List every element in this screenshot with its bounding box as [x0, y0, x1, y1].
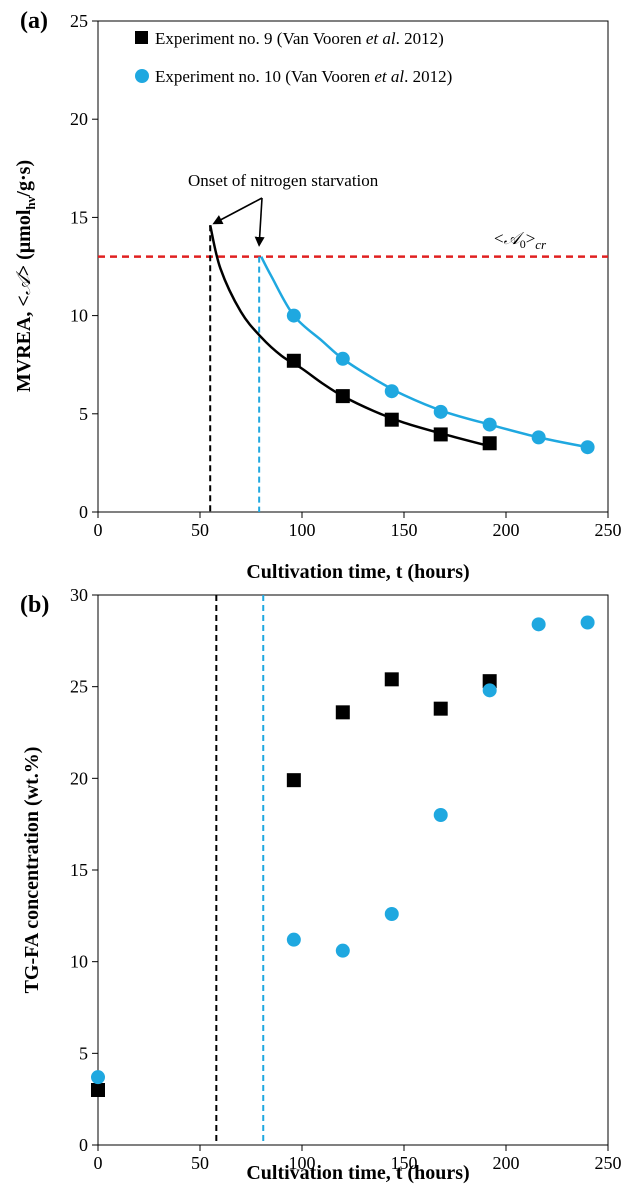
panel-a-data-point-circle: [482, 417, 497, 432]
nitrogen-starvation-annotation: Onset of nitrogen starvation: [188, 171, 379, 190]
panel-a-x-tick-label: 100: [289, 520, 316, 540]
panel-b-x-tick-label: 50: [191, 1153, 209, 1173]
panel-b-plot-frame: [97, 594, 609, 1146]
panel-b-data-point-square: [433, 701, 448, 716]
panel-a-fit-curve-1: [260, 256, 588, 449]
panel-a-y-tick-label: 25: [70, 11, 88, 31]
panel-a-plot-frame: [97, 20, 609, 513]
annotation-arrow: [212, 197, 263, 225]
panel-b-chart: (b) TG-FA concentration (wt.%) Cultivati…: [20, 585, 622, 1184]
panel-a-label: (a): [20, 8, 48, 34]
panel-b-x-tick-label: 200: [493, 1153, 520, 1173]
panel-b-data-point-circle: [286, 932, 301, 947]
panel-b-y-tick-label: 20: [70, 768, 88, 788]
panel-a-x-tick-label: 200: [493, 520, 520, 540]
panel-b-data-point-circle: [335, 943, 350, 958]
panel-a-data-point-circle: [433, 404, 448, 419]
panel-a-data-point-circle: [580, 440, 595, 455]
panel-b-y-tick-label: 25: [70, 677, 88, 697]
panel-b-x-axis-title: Cultivation time, t (hours): [246, 1162, 469, 1184]
panel-a-data-point-circle: [384, 384, 399, 399]
panel-b-y-tick-label: 5: [79, 1043, 88, 1063]
panel-b-data-point-square: [335, 705, 350, 720]
panel-a-data-point-circle: [335, 351, 350, 366]
panel-a-data-point-square: [482, 436, 497, 451]
panel-a-y-tick-label: 10: [70, 306, 88, 326]
panel-a-x-tick-label: 150: [391, 520, 418, 540]
panel-a-data-point-square: [384, 412, 399, 427]
panel-a-y-tick-label: 0: [79, 502, 88, 522]
panel-a-data-point-square: [433, 427, 448, 442]
panel-b-y-tick-label: 15: [70, 860, 88, 880]
panel-a-data-point-square: [286, 353, 301, 368]
panel-b-x-tick-label: 150: [391, 1153, 418, 1173]
panel-b-data-point-circle: [384, 907, 399, 921]
panel-b-data-point-circle: [91, 1070, 105, 1085]
panel-a-legend: Experiment no. 9 (Van Vooren et al. 2012…: [135, 29, 452, 86]
panel-b-x-tick-label: 250: [595, 1153, 622, 1173]
panel-a-y-axis-title: MVREA, <𝒜> (μmolhν/g·s): [13, 160, 38, 392]
svg-text:MVREA, <𝒜> (μmolhν/g·s): MVREA, <𝒜> (μmolhν/g·s): [13, 160, 38, 392]
panel-b-data-point-circle: [482, 683, 497, 698]
critical-threshold-label: <𝒜0>cr: [494, 229, 547, 252]
panel-b-data-point-circle: [433, 808, 448, 822]
panel-b-y-axis-title: TG-FA concentration (wt.%): [21, 747, 43, 994]
panel-a-y-tick-label: 5: [79, 404, 88, 424]
legend-label-experiment-10: Experiment no. 10 (Van Vooren et al. 201…: [155, 67, 452, 86]
annotation-arrow: [254, 197, 265, 247]
panel-b-y-tick-label: 0: [79, 1135, 88, 1155]
panel-a-data-point-circle: [531, 430, 546, 445]
panel-b-y-tick-label: 30: [70, 585, 88, 605]
panel-b-data-point-square: [91, 1083, 105, 1097]
panel-a-x-tick-label: 250: [595, 520, 622, 540]
panel-a-chart: (a) MVREA, <𝒜> (μmolhν/g·s) Cultivation …: [13, 8, 622, 583]
panel-a-data-point-square: [335, 389, 350, 404]
legend-label-experiment-9: Experiment no. 9 (Van Vooren et al. 2012…: [155, 29, 444, 48]
panel-b-data-point-square: [286, 773, 301, 788]
panel-a-y-tick-label: 15: [70, 207, 88, 227]
panel-a-x-axis-title: Cultivation time, t (hours): [246, 561, 469, 583]
panel-b-data-point-circle: [580, 615, 595, 630]
panel-b-x-tick-label: 100: [289, 1153, 316, 1173]
panel-a-data-point-circle: [286, 308, 301, 323]
panel-b-label: (b): [20, 592, 49, 618]
panel-a-x-tick-label: 0: [94, 520, 103, 540]
panel-b-y-tick-label: 10: [70, 952, 88, 972]
panel-a-fit-curve-0: [208, 224, 490, 448]
legend-marker-experiment-10: [135, 69, 149, 83]
panel-a-x-tick-label: 50: [191, 520, 209, 540]
panel-b-data-point-square: [384, 672, 399, 687]
panel-b-data-point-circle: [531, 617, 546, 632]
legend-marker-experiment-9: [135, 31, 148, 44]
panel-b-x-tick-label: 0: [94, 1153, 103, 1173]
panel-a-y-tick-label: 20: [70, 109, 88, 129]
